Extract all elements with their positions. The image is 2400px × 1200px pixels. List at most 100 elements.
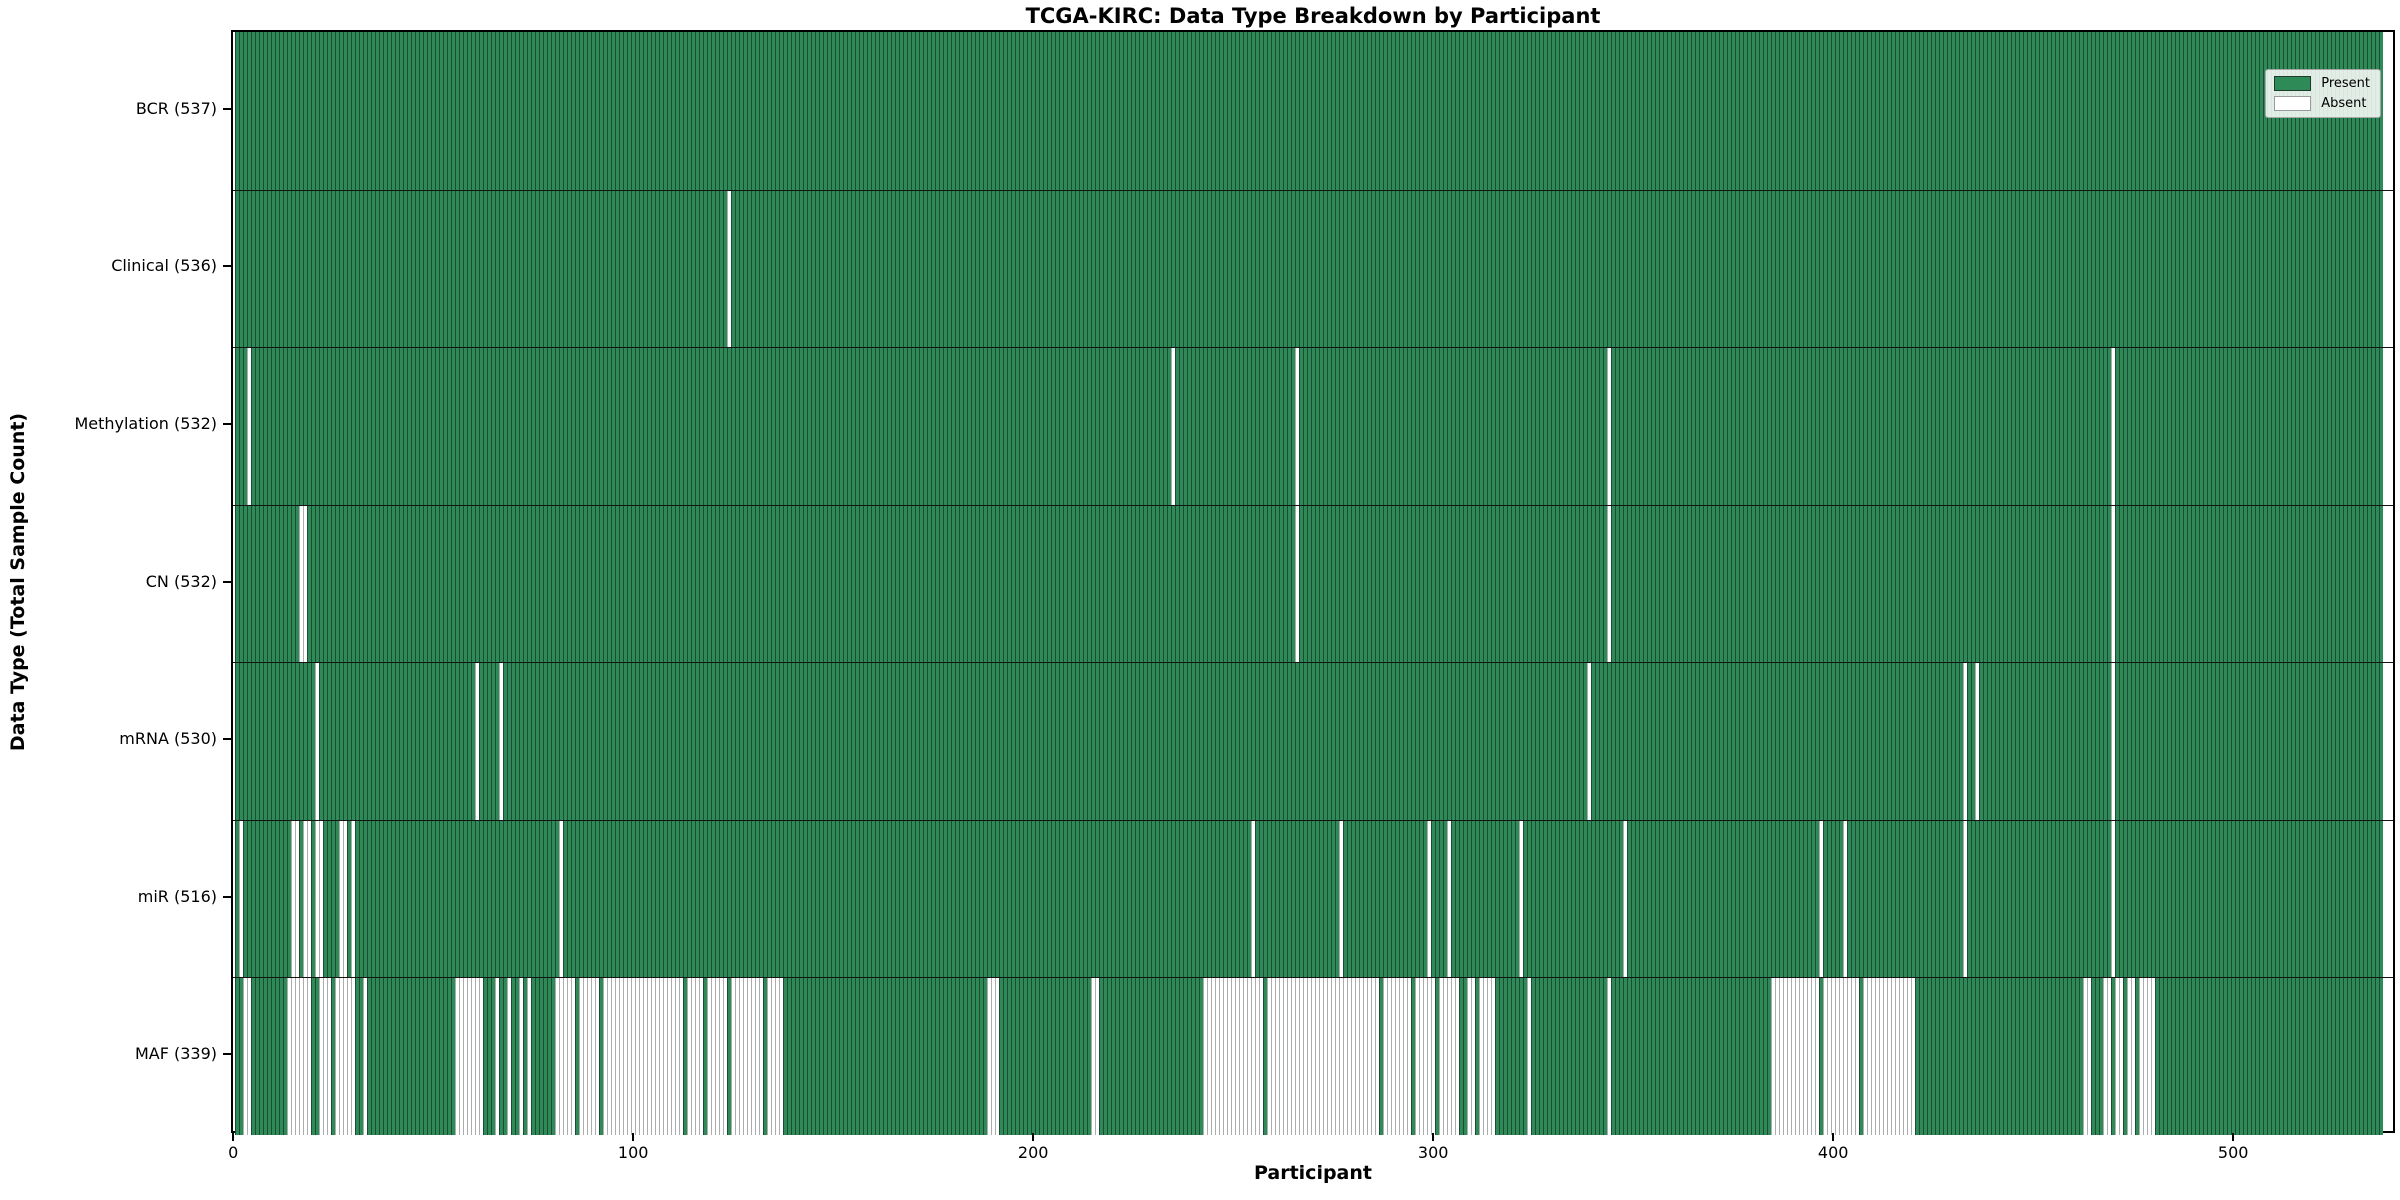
- absent-stripe: [1267, 977, 1380, 1135]
- x-tick-mark: [2232, 1133, 2235, 1141]
- absent-stripe: [687, 977, 704, 1135]
- absent-stripe: [243, 977, 252, 1135]
- present-fill: [235, 189, 2384, 348]
- absent-stripe: [1823, 977, 1860, 1135]
- absent-stripe: [499, 662, 504, 820]
- absent-stripe: [1975, 662, 1980, 820]
- x-tick-label: 400: [1817, 1143, 1849, 1162]
- absent-stripe: [1415, 977, 1436, 1135]
- absent-stripe: [603, 977, 684, 1135]
- row-divider: [233, 977, 2393, 979]
- absent-stripe: [1447, 819, 1452, 978]
- y-tick-label: miR (516): [137, 886, 217, 906]
- absent-stripe: [2111, 504, 2116, 663]
- absent-stripe: [303, 819, 312, 978]
- y-tick-label: mRNA (530): [119, 729, 217, 749]
- absent-stripe: [1427, 819, 1432, 978]
- absent-stripe: [1203, 977, 1264, 1135]
- absent-stripe: [727, 189, 732, 348]
- absent-stripe: [1295, 347, 1300, 505]
- absent-stripe: [1863, 977, 1916, 1135]
- present-fill: [235, 504, 2384, 663]
- y-tick-label: Clinical (536): [111, 256, 217, 276]
- absent-stripe: [363, 977, 368, 1135]
- data-row-mrna: [233, 662, 2393, 820]
- x-axis-title: Participant: [1253, 1162, 1372, 1184]
- absent-stripe: [495, 977, 500, 1135]
- absent-stripe: [555, 977, 576, 1135]
- legend: Present Absent: [2265, 69, 2381, 118]
- absent-stripe: [1295, 504, 1300, 663]
- data-row-maf: [233, 977, 2393, 1135]
- y-tick-label: CN (532): [145, 571, 217, 591]
- y-tick-label: BCR (537): [135, 98, 217, 118]
- y-tick-label: Methylation (532): [74, 413, 217, 433]
- legend-entry-present: Present: [2274, 76, 2370, 91]
- absent-swatch-icon: [2274, 96, 2312, 111]
- absent-stripe: [2111, 662, 2116, 820]
- present-fill: [235, 977, 2384, 1135]
- absent-stripe: [1091, 977, 1100, 1135]
- present-fill: [235, 32, 2384, 190]
- y-tick-mark: [223, 738, 231, 741]
- chart-title: TCGA-KIRC: Data Type Breakdown by Partic…: [1025, 4, 1601, 28]
- absent-stripe: [507, 977, 512, 1135]
- legend-label-present: Present: [2321, 75, 2370, 91]
- present-fill: [235, 819, 2384, 978]
- plot-area: Present Absent: [231, 30, 2395, 1135]
- absent-stripe: [559, 819, 564, 978]
- x-tick-mark: [1432, 1133, 1435, 1141]
- absent-stripe: [315, 819, 324, 978]
- absent-stripe: [1623, 819, 1628, 978]
- absent-stripe: [1587, 662, 1592, 820]
- y-tick-mark: [223, 422, 231, 425]
- absent-stripe: [1527, 977, 1532, 1135]
- legend-entry-absent: Absent: [2274, 96, 2370, 111]
- absent-stripe: [1439, 977, 1460, 1135]
- absent-stripe: [987, 977, 1000, 1135]
- data-row-bcr: [233, 32, 2393, 190]
- absent-stripe: [2083, 977, 2092, 1135]
- data-row-clinical: [233, 189, 2393, 348]
- absent-stripe: [1843, 819, 1848, 978]
- x-tick-label: 200: [1017, 1143, 1049, 1162]
- absent-stripe: [1607, 504, 1612, 663]
- y-tick-mark: [223, 580, 231, 583]
- absent-stripe: [2111, 347, 2116, 505]
- absent-stripe: [1771, 977, 1820, 1135]
- absent-stripe: [315, 662, 320, 820]
- absent-stripe: [299, 504, 308, 663]
- row-divider: [233, 662, 2393, 664]
- x-tick-mark: [232, 1133, 235, 1141]
- absent-stripe: [2115, 977, 2124, 1135]
- row-divider: [233, 347, 2393, 349]
- presence-matrix: [233, 32, 2393, 1135]
- y-tick-label: MAF (339): [134, 1044, 217, 1064]
- absent-stripe: [239, 819, 244, 978]
- absent-stripe: [2103, 977, 2112, 1135]
- absent-stripe: [351, 819, 356, 978]
- absent-stripe: [1171, 347, 1176, 505]
- absent-stripe: [475, 662, 480, 820]
- absent-stripe: [2139, 977, 2156, 1135]
- data-row-methylation: [233, 347, 2393, 505]
- absent-stripe: [1467, 977, 1476, 1135]
- absent-stripe: [707, 977, 728, 1135]
- present-fill: [235, 662, 2384, 820]
- absent-stripe: [579, 977, 600, 1135]
- present-fill: [235, 347, 2384, 505]
- y-tick-mark: [223, 1053, 231, 1056]
- data-row-cn: [233, 504, 2393, 663]
- absent-stripe: [2111, 819, 2116, 978]
- row-divider: [233, 819, 2393, 821]
- absent-stripe: [519, 977, 524, 1135]
- row-divider: [233, 189, 2393, 191]
- absent-stripe: [287, 977, 312, 1135]
- absent-stripe: [1383, 977, 1412, 1135]
- absent-stripe: [1339, 819, 1344, 978]
- absent-stripe: [319, 977, 332, 1135]
- x-tick-label: 0: [228, 1143, 239, 1162]
- absent-stripe: [1607, 347, 1612, 505]
- absent-stripe: [1251, 819, 1256, 978]
